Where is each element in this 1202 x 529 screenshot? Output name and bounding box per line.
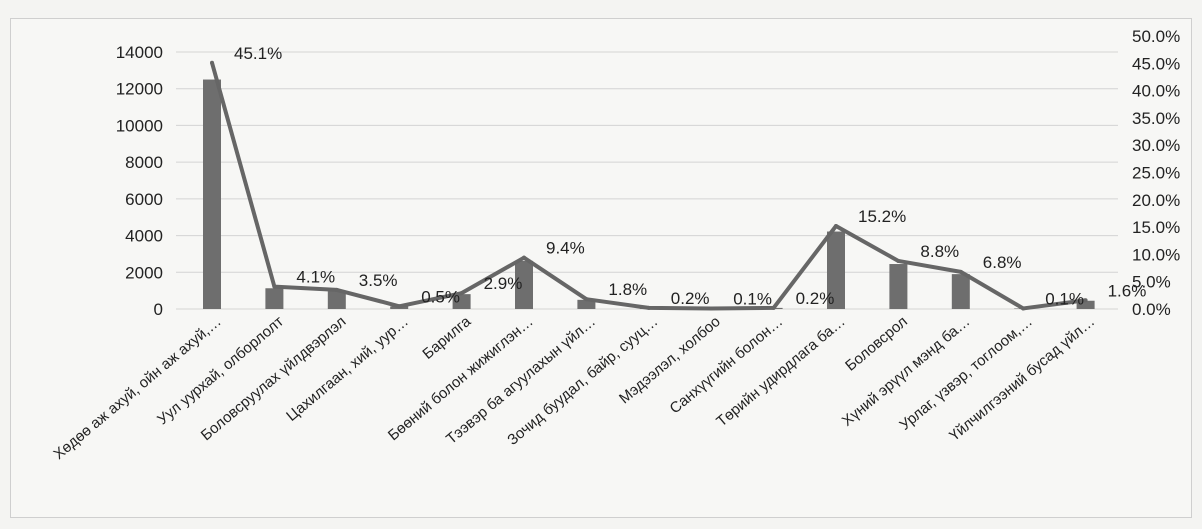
right-tick-label: 35.0% xyxy=(1132,109,1180,128)
data-label: 0.1% xyxy=(733,289,772,308)
bar-series xyxy=(203,79,1095,310)
data-label: 0.2% xyxy=(796,289,835,308)
data-label: 4.1% xyxy=(296,268,335,287)
x-axis-categories: Хөдөө аж ахуй, ойн аж ахуй,…Уул уурхай, … xyxy=(50,313,1098,463)
line-point xyxy=(210,60,214,65)
bar xyxy=(577,299,596,309)
bar xyxy=(1076,300,1095,309)
right-tick-label: 15.0% xyxy=(1132,218,1180,237)
line-point xyxy=(896,258,901,263)
left-tick-label: 4000 xyxy=(125,227,163,246)
category-label: Төрийн удирдлага ба… xyxy=(713,313,848,430)
line-point xyxy=(709,306,714,311)
data-labels: 45.1% 4.1% 3.5% 0.5% 2.9% 9.4% 1.8% 0.2% 0.1% 0.2… xyxy=(234,44,1146,309)
bar xyxy=(265,288,284,309)
bar xyxy=(889,264,908,309)
line-point xyxy=(958,269,963,274)
category-label: Барилга xyxy=(419,313,474,363)
line-point xyxy=(646,305,651,310)
data-label: 1.8% xyxy=(608,280,647,299)
right-tick-label: 40.0% xyxy=(1132,82,1180,101)
right-tick-label: 25.0% xyxy=(1132,164,1180,183)
category-label: Цахилгаан, хий, уур… xyxy=(283,313,412,425)
data-label: 3.5% xyxy=(359,271,398,290)
left-tick-label: 2000 xyxy=(125,263,163,282)
data-label: 6.8% xyxy=(983,253,1022,272)
line-point xyxy=(459,291,464,296)
left-tick-label: 6000 xyxy=(125,190,163,209)
line-point xyxy=(771,305,776,310)
line-point xyxy=(1083,298,1088,303)
right-tick-label: 5.0% xyxy=(1132,273,1171,292)
bar xyxy=(327,291,346,309)
right-tick-label: 45.0% xyxy=(1132,54,1180,73)
right-tick-label: 20.0% xyxy=(1132,191,1180,210)
right-tick-label: 10.0% xyxy=(1132,245,1180,264)
data-label: 1.6% xyxy=(1108,281,1147,300)
line-point xyxy=(834,224,838,229)
data-label: 0.5% xyxy=(421,287,460,306)
data-label: 0.2% xyxy=(671,289,710,308)
line-point xyxy=(272,284,277,289)
data-label: 0.1% xyxy=(1045,289,1084,308)
line-series xyxy=(210,60,1088,311)
data-label: 8.8% xyxy=(920,242,959,261)
bar xyxy=(452,294,471,309)
line-point xyxy=(397,304,402,309)
bar xyxy=(515,260,533,309)
data-label: 9.4% xyxy=(546,239,585,258)
right-y-axis: 0.0% 5.0% 10.0% 15.0% 20.0% 25.0% 30.0% 35.0% 40… xyxy=(1132,27,1180,319)
category-label: Санхүүгийн болон… xyxy=(666,313,786,417)
data-label: 15.2% xyxy=(858,207,906,226)
right-tick-label: 30.0% xyxy=(1132,136,1180,155)
right-tick-label: 0.0% xyxy=(1132,300,1171,319)
series-line xyxy=(210,62,1086,311)
line-point xyxy=(1021,306,1026,311)
right-tick-label: 50.0% xyxy=(1132,27,1180,46)
data-label: 45.1% xyxy=(234,44,282,63)
left-tick-label: 0 xyxy=(154,300,163,319)
left-tick-label: 10000 xyxy=(116,116,163,135)
left-tick-label: 14000 xyxy=(116,43,163,62)
line-point xyxy=(334,287,339,292)
left-y-axis: 0 2000 4000 6000 8000 10000 12000 14000 xyxy=(116,43,163,319)
data-label: 2.9% xyxy=(484,274,523,293)
left-tick-label: 12000 xyxy=(116,80,163,99)
left-tick-label: 8000 xyxy=(125,153,163,172)
bar xyxy=(951,274,970,309)
line-point xyxy=(522,255,526,260)
line-point xyxy=(584,297,589,302)
bar xyxy=(203,79,221,310)
bar xyxy=(827,231,845,309)
